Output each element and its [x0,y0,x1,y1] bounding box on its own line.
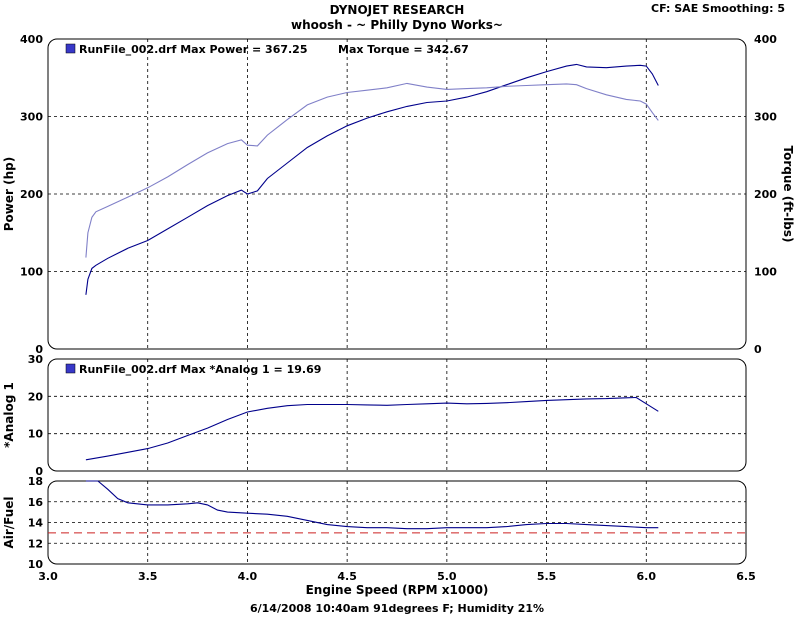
x-tick-label: 5.0 [437,570,457,583]
y-tick-label: 16 [28,496,44,509]
x-tick-label: 4.5 [337,570,357,583]
y2-axis-label: Torque (ft-lbs) [781,146,795,243]
chart-panels: 01002003004000100200300400RunFile_002.dr… [2,33,795,597]
y-tick-label: 12 [28,537,43,550]
legend-swatch [65,43,76,54]
y-tick-label: 0 [35,343,43,356]
x-tick-label: 3.0 [38,570,58,583]
panel-power-torque: 0 100 200 300 400 0 100 200 300 400 RunFile_002.dr… [2,33,795,356]
legend-swatch [65,363,76,374]
x-tick-label: 6.0 [637,570,657,583]
x-axis-label: Engine Speed (RPM x1000) [306,583,489,597]
y-tick-label: 18 [28,475,43,488]
y-axis-label: *Analog 1 [2,382,16,448]
y-axis-label: Air/Fuel [2,496,16,548]
legend-label: RunFile_002.drf Max *Analog 1 = 19.69 [79,363,321,376]
series-line-analog-0 [85,396,659,461]
panel-air-fuel: 10 12 14 16 18 Air/Fuel 3.0 3.5 4.0 4.5 5.0 5.5 6.0 6… [2,475,756,597]
y-tick-label: 20 [28,390,44,403]
y-tick-label: 30 [28,353,44,366]
chart-title: DYNOJET RESEARCH [330,3,465,17]
y2-tick-label: 300 [754,111,777,124]
y-tick-label: 200 [20,188,43,201]
y-tick-label: 300 [20,111,43,124]
y2-tick-label: 200 [754,188,777,201]
x-tick-label: 5.5 [537,570,557,583]
y-tick-label: 0 [35,465,43,478]
panel-frame [47,358,747,472]
y-tick-label: 14 [28,517,44,530]
x-tick-label: 3.5 [138,570,158,583]
series-line-power-torque-0 [85,63,659,295]
y-tick-label: 100 [20,266,43,279]
footer-label: 6/14/2008 10:40am 91degrees F; Humidity … [250,602,544,615]
y-tick-label: 400 [20,33,43,46]
panel-analog: 0 10 20 30 RunFile_002.drf Max *Analog 1 = 1… [2,353,747,478]
x-tick-label: 6.5 [736,570,756,583]
chart-subtitle: whoosh - ~ Philly Dyno Works~ [291,18,503,32]
y2-tick-label: 0 [754,343,762,356]
y-tick-label: 10 [28,428,44,441]
y-axis-label: Power (hp) [2,157,16,231]
legend-extra-label: Max Torque = 342.67 [338,43,469,56]
x-tick-label: 4.0 [238,570,258,583]
legend-label: RunFile_002.drf Max Power = 367.25 [79,43,308,56]
series-line-power-torque-1 [85,82,659,258]
settings-label: CF: SAE Smoothing: 5 [651,2,785,15]
y2-tick-label: 100 [754,266,777,279]
series-line-air-fuel-0 [85,480,659,530]
y2-tick-label: 400 [754,33,777,46]
y-tick-label: 10 [28,558,44,571]
